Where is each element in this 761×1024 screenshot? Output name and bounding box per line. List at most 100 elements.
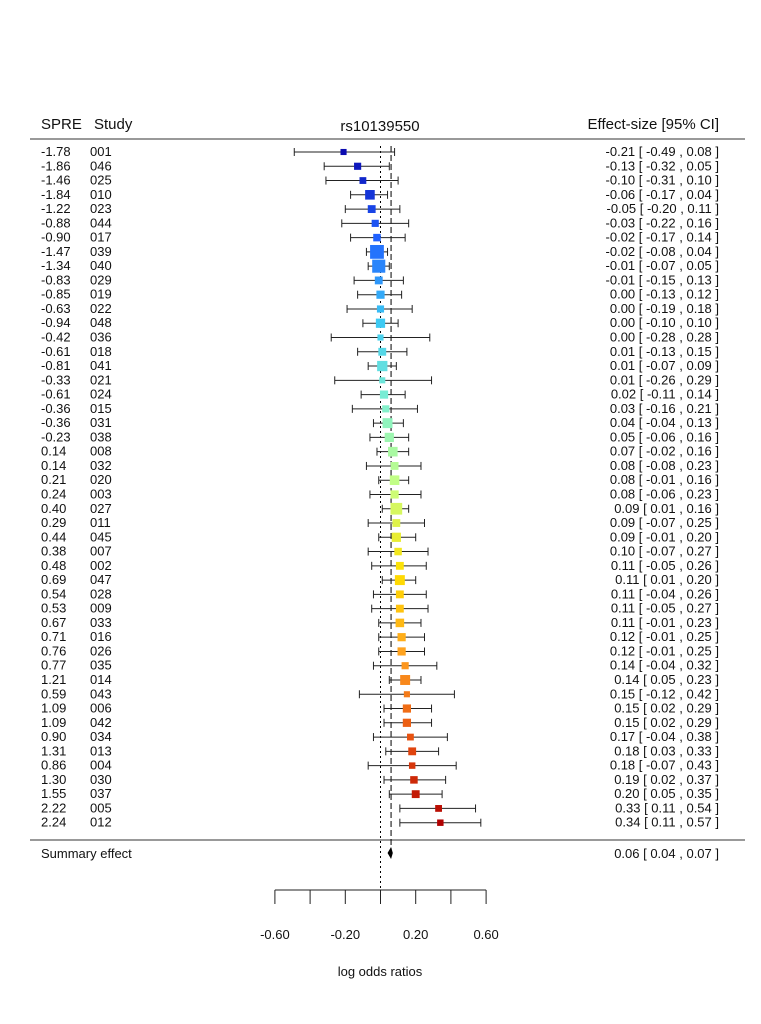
effect-size-text: 0.15 [ 0.02 , 0.29 ] bbox=[614, 701, 719, 716]
study-id: 026 bbox=[90, 643, 112, 658]
study-row: 0.59 043 0.15 [ -0.12 , 0.42 ] bbox=[41, 686, 719, 701]
study-rows: -1.78 001 -0.21 [ -0.49 , 0.08 ] -1.86 046 -0… bbox=[41, 144, 719, 830]
effect-marker bbox=[365, 190, 375, 200]
effect-marker bbox=[372, 259, 386, 273]
effect-size-text: 0.09 [ -0.01 , 0.20 ] bbox=[610, 529, 719, 544]
spre-value: -1.34 bbox=[41, 258, 71, 273]
study-row: 2.22 005 0.33 [ 0.11 , 0.54 ] bbox=[41, 800, 719, 815]
effect-marker bbox=[395, 590, 404, 599]
spre-value: 0.40 bbox=[41, 501, 66, 516]
effect-marker bbox=[390, 502, 403, 515]
spre-value: 2.24 bbox=[41, 815, 66, 830]
study-row: 0.29 011 0.09 [ -0.07 , 0.25 ] bbox=[41, 515, 719, 530]
effect-size-text: 0.15 [ 0.02 , 0.29 ] bbox=[614, 715, 719, 730]
effect-marker bbox=[403, 691, 410, 698]
spre-value: 1.09 bbox=[41, 701, 66, 716]
study-row: 0.24 003 0.08 [ -0.06 , 0.23 ] bbox=[41, 486, 719, 501]
effect-size-text: 0.33 [ 0.11 , 0.54 ] bbox=[615, 800, 719, 815]
spre-value: 2.22 bbox=[41, 800, 66, 815]
effect-size-text: 0.20 [ 0.05 , 0.35 ] bbox=[614, 786, 719, 801]
effect-marker bbox=[402, 718, 411, 727]
spre-value: -0.63 bbox=[41, 301, 71, 316]
effect-marker bbox=[379, 377, 386, 384]
effect-size-text: 0.14 [ -0.04 , 0.32 ] bbox=[610, 658, 719, 673]
effect-size-text: 0.17 [ -0.04 , 0.38 ] bbox=[610, 729, 719, 744]
effect-marker bbox=[389, 475, 400, 486]
study-row: 0.53 009 0.11 [ -0.05 , 0.27 ] bbox=[41, 601, 719, 616]
spre-value: -1.84 bbox=[41, 187, 71, 202]
study-id: 046 bbox=[90, 158, 112, 173]
x-axis-label: log odds ratios bbox=[338, 964, 423, 979]
spre-value: -1.78 bbox=[41, 144, 71, 159]
spre-value: 0.14 bbox=[41, 458, 66, 473]
effect-size-text: 0.15 [ -0.12 , 0.42 ] bbox=[610, 686, 719, 701]
effect-size-text: 0.09 [ -0.07 , 0.25 ] bbox=[610, 515, 719, 530]
effect-size-text: 0.09 [ 0.01 , 0.16 ] bbox=[614, 501, 719, 516]
study-id: 020 bbox=[90, 472, 112, 487]
study-id: 027 bbox=[90, 501, 112, 516]
effect-size-text: 0.03 [ -0.16 , 0.21 ] bbox=[610, 401, 719, 416]
effect-marker bbox=[397, 633, 406, 642]
effect-size-text: 0.11 [ -0.05 , 0.27 ] bbox=[611, 601, 719, 616]
effect-marker bbox=[437, 819, 444, 826]
study-row: -1.34 040 -0.01 [ -0.07 , 0.05 ] bbox=[41, 258, 719, 273]
effect-marker bbox=[401, 662, 409, 670]
effect-marker bbox=[395, 561, 404, 570]
study-row: -0.90 017 -0.02 [ -0.17 , 0.14 ] bbox=[41, 230, 719, 245]
effect-size-text: 0.11 [ -0.05 , 0.26 ] bbox=[611, 558, 719, 573]
effect-marker bbox=[407, 733, 414, 741]
summary-label: Summary effect bbox=[41, 846, 132, 861]
chart-title: rs10139550 bbox=[340, 118, 419, 135]
effect-size-text: -0.06 [ -0.17 , 0.04 ] bbox=[606, 187, 719, 202]
effect-size-text: -0.03 [ -0.22 , 0.16 ] bbox=[606, 215, 719, 230]
spre-value: -0.90 bbox=[41, 230, 71, 245]
effect-marker bbox=[394, 575, 405, 586]
effect-marker bbox=[392, 519, 401, 527]
spre-value: 0.48 bbox=[41, 558, 66, 573]
study-id: 023 bbox=[90, 201, 112, 216]
study-row: -0.83 029 -0.01 [ -0.15 , 0.13 ] bbox=[41, 272, 719, 287]
study-row: 2.24 012 0.34 [ 0.11 , 0.57 ] bbox=[41, 815, 719, 830]
study-id: 048 bbox=[90, 315, 112, 330]
x-axis: -0.60 -0.20 0.20 0.60 bbox=[260, 889, 499, 942]
study-id: 044 bbox=[90, 215, 112, 230]
effect-marker bbox=[379, 390, 389, 399]
effect-marker bbox=[382, 405, 390, 413]
spre-value: 1.21 bbox=[41, 672, 66, 687]
study-row: -1.46 025 -0.10 [ -0.31 , 0.10 ] bbox=[41, 173, 719, 188]
effect-marker bbox=[376, 305, 385, 313]
summary-diamond bbox=[387, 847, 393, 859]
study-row: -0.88 044 -0.03 [ -0.22 , 0.16 ] bbox=[41, 215, 719, 230]
effect-size-text: 0.02 [ -0.11 , 0.14 ] bbox=[611, 387, 719, 402]
study-row: -0.63 022 0.00 [ -0.19 , 0.18 ] bbox=[41, 301, 719, 316]
header-spre: SPRE bbox=[41, 116, 82, 133]
study-row: 0.86 004 0.18 [ -0.07 , 0.43 ] bbox=[41, 758, 719, 773]
spre-value: 0.69 bbox=[41, 572, 66, 587]
effect-marker bbox=[435, 805, 442, 812]
study-row: 0.21 020 0.08 [ -0.01 , 0.16 ] bbox=[41, 472, 719, 487]
study-row: -1.47 039 -0.02 [ -0.08 , 0.04 ] bbox=[41, 244, 719, 259]
study-row: 0.76 026 0.12 [ -0.01 , 0.25 ] bbox=[41, 643, 719, 658]
effect-marker bbox=[340, 148, 347, 156]
effect-size-text: 0.08 [ -0.01 , 0.16 ] bbox=[610, 472, 719, 487]
spre-value: -1.86 bbox=[41, 158, 71, 173]
effect-size-text: -0.02 [ -0.17 , 0.14 ] bbox=[606, 230, 719, 245]
summary-effect-text: 0.06 [ 0.04 , 0.07 ] bbox=[614, 846, 719, 861]
study-id: 037 bbox=[90, 786, 112, 801]
study-row: 1.21 014 0.14 [ 0.05 , 0.23 ] bbox=[41, 672, 719, 687]
spre-value: 0.29 bbox=[41, 515, 66, 530]
study-id: 040 bbox=[90, 258, 112, 273]
study-row: -0.36 015 0.03 [ -0.16 , 0.21 ] bbox=[41, 401, 719, 416]
study-id: 024 bbox=[90, 387, 112, 402]
spre-value: -1.22 bbox=[41, 201, 71, 216]
study-id: 002 bbox=[90, 558, 112, 573]
effect-size-text: 0.04 [ -0.04 , 0.13 ] bbox=[610, 415, 719, 430]
effect-marker bbox=[354, 162, 362, 170]
spre-value: -0.83 bbox=[41, 272, 71, 287]
header-study: Study bbox=[94, 116, 133, 133]
effect-marker bbox=[376, 290, 385, 299]
spre-value: 0.38 bbox=[41, 544, 66, 559]
effect-marker bbox=[371, 219, 379, 227]
study-row: -1.22 023 -0.05 [ -0.20 , 0.11 ] bbox=[41, 201, 719, 216]
spre-value: 0.90 bbox=[41, 729, 66, 744]
